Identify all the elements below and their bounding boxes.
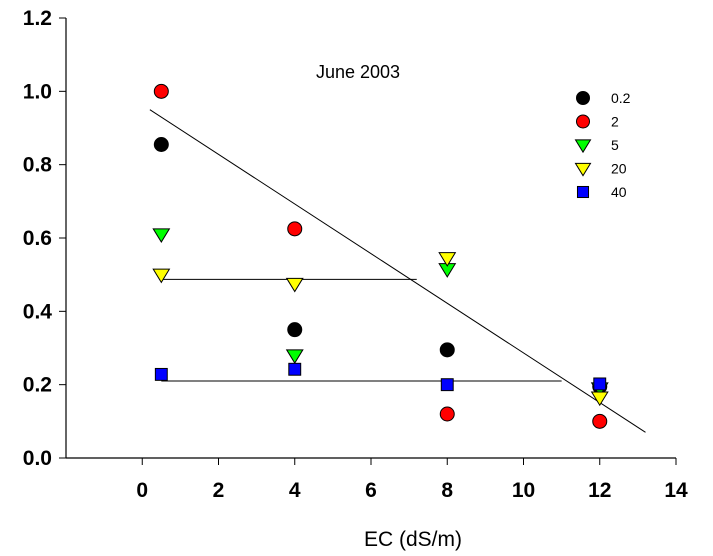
- data-point: [590, 391, 609, 407]
- data-point: [593, 377, 607, 391]
- x-axis: 0 2 4 6 8 10 12 14: [136, 458, 688, 502]
- fit-lines: [149, 109, 646, 433]
- x-axis-title: EC (dS/m): [364, 528, 462, 551]
- data-point: [287, 221, 303, 237]
- plot-frame: [65, 18, 676, 459]
- legend-label: 5: [611, 137, 619, 153]
- chart-annotation: June 2003: [316, 62, 400, 82]
- legend-label: 20: [611, 161, 627, 177]
- data-point: [439, 342, 455, 358]
- data-point: [285, 277, 304, 293]
- data-point: [152, 268, 171, 284]
- legend-marker: [574, 162, 592, 177]
- x-tick-label: 2: [213, 479, 225, 502]
- y-tick-label: 1.2: [23, 7, 52, 30]
- data-points: [152, 83, 609, 429]
- legend-marker: [574, 139, 592, 154]
- data-point: [153, 137, 169, 152]
- data-point: [285, 349, 304, 365]
- data-point: [287, 322, 303, 338]
- legend: 0.2 2 5 20 40: [574, 90, 631, 200]
- y-axis: 0.0 0.2 0.4 0.6 0.8 1.0 1.2: [23, 7, 66, 470]
- data-point: [439, 406, 455, 422]
- legend-marker: [576, 91, 590, 105]
- legend-label: 40: [611, 184, 627, 200]
- legend-marker: [576, 114, 590, 129]
- x-tick-label: 14: [664, 479, 688, 502]
- data-point: [152, 228, 171, 244]
- data-point: [438, 252, 457, 267]
- x-tick-label: 8: [441, 479, 453, 502]
- y-tick-label: 0.4: [23, 300, 53, 323]
- data-point: [440, 378, 454, 392]
- y-tick-label: 1.0: [23, 80, 52, 103]
- data-point: [154, 367, 168, 381]
- x-tick-label: 12: [588, 479, 611, 502]
- fit-line: [149, 109, 646, 433]
- x-tick-label: 4: [289, 479, 301, 502]
- y-tick-label: 0.0: [23, 447, 52, 470]
- x-tick-label: 6: [365, 479, 377, 502]
- data-point: [288, 362, 302, 376]
- x-tick-label: 10: [512, 479, 535, 502]
- y-tick-label: 0.6: [23, 227, 52, 250]
- x-tick-label: 0: [136, 479, 148, 502]
- y-tick-label: 0.8: [23, 154, 53, 177]
- legend-marker: [576, 185, 590, 199]
- data-point: [592, 413, 608, 429]
- legend-label: 0.2: [611, 90, 631, 106]
- y-tick-label: 0.2: [23, 374, 52, 397]
- legend-label: 2: [611, 114, 619, 130]
- data-point: [153, 83, 169, 99]
